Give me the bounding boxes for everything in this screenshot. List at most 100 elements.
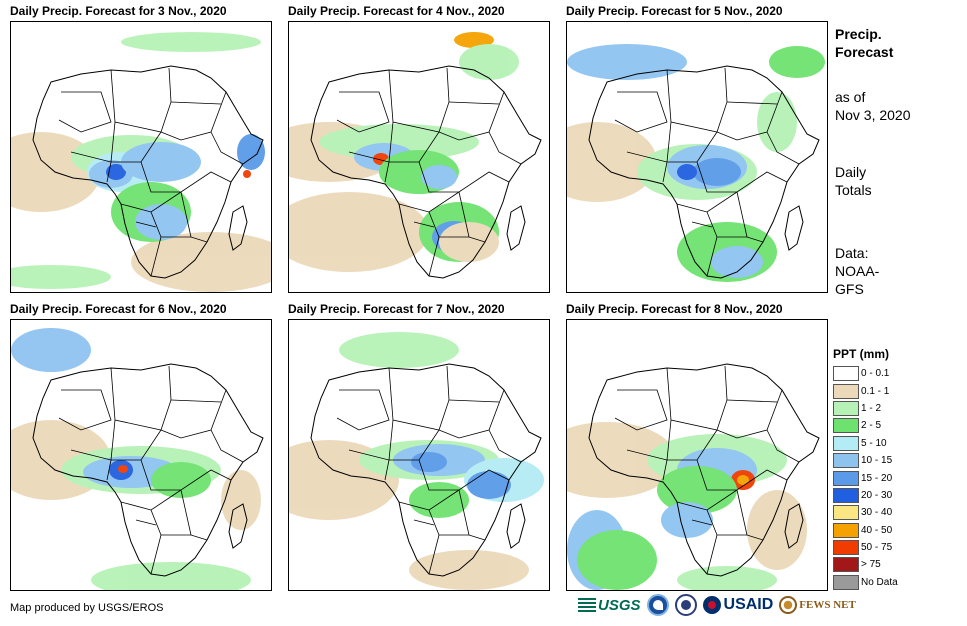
legend-rows: 0 - 0.1 0.1 - 1 1 - 2 2 - 5 5 - 10 10 - 15 15 …	[833, 365, 898, 591]
country-border	[150, 534, 162, 575]
country-border	[726, 399, 778, 403]
precip-area	[747, 490, 807, 570]
country-border	[413, 519, 435, 526]
forecast-heading: Precip. Forecast	[835, 25, 893, 61]
precip-map	[288, 21, 550, 293]
legend-swatch	[833, 383, 859, 399]
precip-area	[11, 265, 111, 289]
legend-label: 0.1 - 1	[861, 385, 890, 397]
country-border	[448, 399, 500, 403]
country-border	[726, 101, 778, 105]
precip-map	[10, 21, 272, 293]
asof-label: as of	[835, 89, 866, 105]
madagascar-outline	[228, 503, 248, 549]
legend-label: > 75	[861, 559, 881, 571]
legend-label: 2 - 5	[861, 420, 882, 432]
precip-area	[151, 462, 211, 498]
country-border	[150, 211, 208, 243]
legend-label: 15 - 20	[861, 472, 893, 484]
country-border	[766, 131, 800, 165]
country-border	[716, 389, 783, 439]
legend-label: 1 - 2	[861, 402, 882, 414]
legend-swatch	[833, 418, 859, 434]
country-border	[388, 419, 440, 461]
country-border	[135, 221, 157, 228]
country-border	[626, 449, 668, 481]
country-border	[614, 91, 668, 133]
precip-area	[677, 566, 777, 590]
legend-item: 10 - 15	[833, 452, 898, 469]
legend-item: 50 - 75	[833, 539, 898, 556]
legend-swatch	[833, 366, 859, 382]
precip-area	[467, 471, 511, 499]
country-border	[766, 429, 800, 463]
legend-label: 10 - 15	[861, 455, 893, 467]
precip-area	[411, 452, 447, 472]
usaid-icon	[702, 596, 721, 614]
precip-area	[661, 502, 713, 538]
map-credit: Map produced by USGS/EROS	[10, 602, 164, 614]
legend-label: 5 - 10	[861, 437, 887, 449]
data-line: NOAA-	[835, 263, 880, 279]
country-border	[58, 389, 112, 431]
continent-outline	[588, 65, 820, 279]
africa-map-svg	[11, 32, 271, 292]
heading-line: Forecast	[835, 44, 894, 60]
country-border	[691, 221, 713, 228]
legend-item: 40 - 50	[833, 522, 898, 539]
precip-area	[439, 222, 499, 262]
precip-area	[106, 164, 126, 180]
data-line: Data:	[835, 245, 869, 261]
country-border	[160, 91, 227, 141]
usgs-icon	[578, 598, 596, 612]
country-border	[428, 534, 440, 575]
panel-title: Daily Precip. Forecast for 5 Nov., 2020	[566, 4, 783, 18]
legend-label: 50 - 75	[861, 542, 893, 554]
legend-swatch	[833, 435, 859, 451]
madagascar-outline	[784, 503, 804, 549]
legend-item: 15 - 20	[833, 469, 898, 486]
country-border	[488, 429, 522, 463]
country-border	[110, 419, 162, 461]
asof-date: Nov 3, 2020	[835, 107, 911, 123]
continent-outline	[588, 363, 820, 577]
legend-label: 20 - 30	[861, 489, 893, 501]
country-border	[180, 191, 192, 238]
madagascar-outline	[506, 205, 526, 251]
precip-area	[131, 232, 271, 292]
country-border	[428, 211, 486, 243]
daily-line: Totals	[835, 182, 872, 198]
country-border	[58, 91, 112, 133]
legend-swatch	[833, 505, 859, 521]
continent-outline	[310, 65, 542, 279]
panel-title: Daily Precip. Forecast for 7 Nov., 2020	[288, 302, 505, 316]
panel-title: Daily Precip. Forecast for 3 Nov., 2020	[10, 4, 227, 18]
data-line: GFS	[835, 281, 864, 297]
legend-swatch	[833, 487, 859, 503]
precip-area	[454, 32, 494, 48]
legend-item: 20 - 30	[833, 487, 898, 504]
country-border	[336, 91, 390, 133]
country-border	[666, 121, 718, 163]
country-border	[150, 236, 162, 277]
country-border	[666, 365, 728, 431]
country-border	[388, 121, 440, 163]
madagascar-outline	[506, 503, 526, 549]
country-border	[170, 399, 222, 403]
country-border	[666, 67, 728, 133]
country-border	[716, 91, 783, 141]
precip-area	[91, 562, 251, 590]
continent-outline	[32, 65, 264, 279]
precip-area	[339, 332, 459, 368]
precip-area	[409, 482, 469, 518]
legend-swatch	[833, 470, 859, 486]
precip-area	[11, 328, 91, 372]
precip-area	[237, 134, 265, 170]
country-border	[150, 509, 208, 541]
precip-area	[121, 142, 201, 182]
continent-outline	[32, 363, 264, 577]
precip-area	[567, 44, 687, 80]
usgs-text: USGS	[598, 596, 641, 614]
legend-title: PPT (mm)	[833, 347, 890, 361]
fews-icon	[779, 596, 798, 614]
